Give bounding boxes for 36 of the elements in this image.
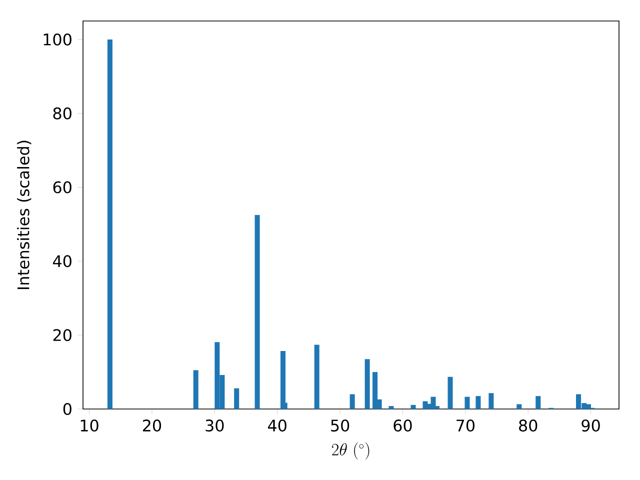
bar: [430, 396, 436, 409]
bar: [410, 404, 416, 409]
x-tick-label: 90: [582, 420, 600, 432]
bar: [314, 344, 320, 409]
bar: [234, 388, 240, 409]
bar: [464, 396, 470, 409]
bar: [488, 393, 494, 409]
bar: [388, 406, 394, 409]
y-tick-label: 20: [53, 329, 72, 342]
y-tick-label: 100: [44, 33, 72, 46]
x-tick-label: 30: [206, 420, 224, 432]
bar: [193, 370, 198, 409]
y-tick-label: 40: [52, 255, 72, 268]
x-tick-label: 70: [456, 420, 474, 432]
bar: [586, 404, 591, 409]
bar: [280, 350, 286, 409]
x-tick-label: 40: [268, 420, 286, 432]
bar: [536, 396, 541, 409]
x-tick-label: 50: [331, 420, 350, 432]
x-axis-title: $2\theta\ (^\circ)$: [332, 442, 370, 460]
bar: [448, 376, 453, 409]
bar: [372, 372, 378, 409]
bar: [516, 404, 522, 409]
x-tick-label: 60: [394, 420, 412, 432]
bar: [254, 214, 260, 409]
bar: [364, 359, 370, 409]
x-tick-label: 80: [519, 420, 538, 432]
y-tick-label: 60: [53, 181, 72, 194]
y-axis-title: Intensities (scaled): [17, 140, 32, 290]
bar: [107, 39, 112, 409]
x-tick-label: 10: [80, 420, 98, 432]
x-tick-label: 20: [142, 420, 162, 432]
y-tick-label: 80: [53, 107, 72, 120]
bar: [350, 394, 355, 409]
y-tick-label: 0: [63, 402, 72, 416]
bar: [476, 396, 481, 409]
